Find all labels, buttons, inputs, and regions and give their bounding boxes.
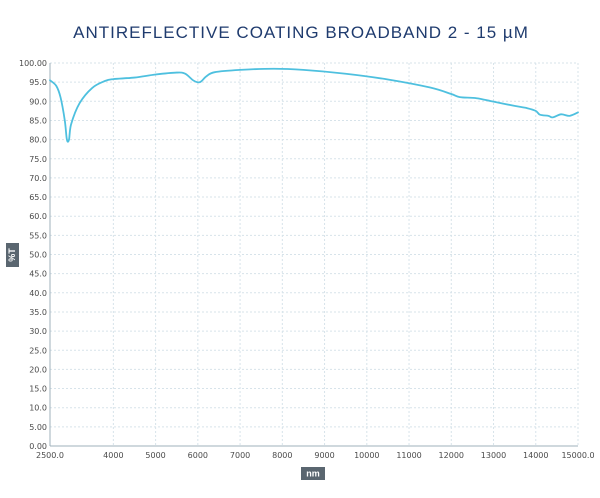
y-tick-label: 65.0 — [29, 193, 47, 202]
x-axis-label-text: nm — [306, 469, 320, 479]
y-axis-label: %T — [6, 243, 19, 267]
x-tick-label: 2500.0 — [36, 451, 64, 460]
x-tick-label: 5000 — [145, 451, 165, 460]
x-tick-label: 12000 — [439, 451, 464, 460]
y-tick-label: 45.0 — [29, 270, 47, 279]
y-tick-label: 100.00 — [19, 59, 47, 68]
x-tick-label: 13000 — [481, 451, 506, 460]
y-tick-label: 20.0 — [29, 365, 47, 374]
y-tick-label: 0.00 — [29, 442, 47, 451]
y-tick-label: 25.0 — [29, 346, 47, 355]
grid — [49, 62, 579, 447]
x-tick-label: 10000 — [354, 451, 379, 460]
y-axis-label-text: %T — [7, 248, 17, 262]
y-tick-label: 95.0 — [29, 78, 47, 87]
y-tick-label: 10.0 — [29, 404, 47, 413]
y-tick-label: 80.0 — [29, 136, 47, 145]
x-tick-label: 15000.0 — [561, 451, 594, 460]
y-tick-label: 35.0 — [29, 308, 47, 317]
x-axis-ticks: 2500.0 4000 5000 6000 7000 8000 9000 10000 11000… — [36, 451, 595, 460]
x-tick-label: 6000 — [188, 451, 208, 460]
x-tick-label: 8000 — [272, 451, 292, 460]
y-tick-label: 50.0 — [29, 251, 47, 260]
y-tick-label: 60.0 — [29, 212, 47, 221]
y-tick-label: 30.0 — [29, 327, 47, 336]
x-tick-label: 11000 — [396, 451, 421, 460]
series-line — [49, 67, 579, 143]
y-tick-label: 70.0 — [29, 174, 47, 183]
chart-title: ANTIREFLECTIVE COATING BROADBAND 2 - 15 … — [73, 23, 529, 42]
y-tick-label: 90.0 — [29, 97, 47, 106]
x-tick-label: 14000 — [523, 451, 548, 460]
x-tick-label: 4000 — [103, 451, 123, 460]
x-axis-label: nm — [301, 467, 325, 480]
y-tick-label: 85.0 — [29, 116, 47, 125]
y-tick-label: 55.0 — [29, 231, 47, 240]
x-tick-label: 7000 — [230, 451, 250, 460]
axes — [49, 63, 578, 447]
y-tick-label: 40.0 — [29, 289, 47, 298]
series-group — [49, 67, 579, 143]
y-tick-label: 75.0 — [29, 155, 47, 164]
x-tick-label: 9000 — [314, 451, 334, 460]
y-tick-label: 15.0 — [29, 385, 47, 394]
y-axis-ticks: 0.00 5.00 10.0 15.0 20.0 25.0 30.0 35.0 40.0 45.0… — [19, 59, 47, 451]
y-tick-label: 5.00 — [29, 423, 47, 432]
